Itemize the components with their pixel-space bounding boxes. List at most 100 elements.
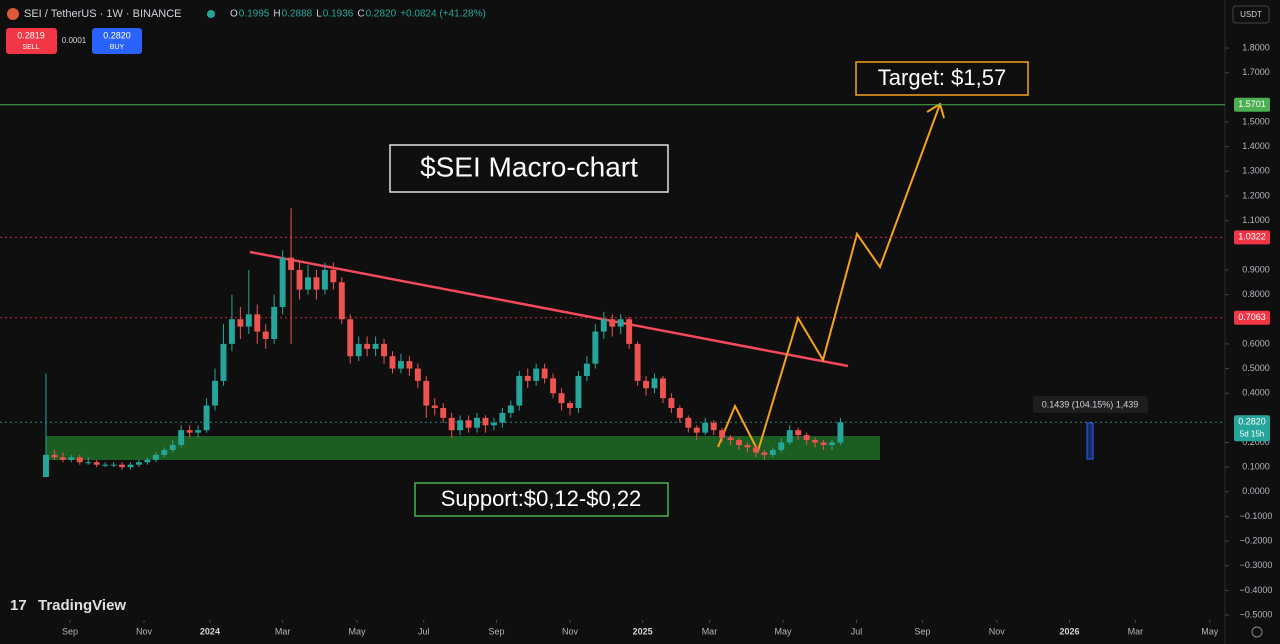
candle-body (237, 319, 244, 327)
candle-body (195, 430, 202, 433)
y-tick-label: −0.2000 (1240, 535, 1273, 545)
candle-body (541, 368, 548, 379)
candle-body (558, 393, 565, 404)
y-tick-label: −0.1000 (1240, 511, 1273, 521)
measure-box (1033, 396, 1148, 413)
x-tick-label: 2026 (1059, 626, 1079, 636)
candle-body (592, 331, 599, 364)
candle-body (600, 319, 607, 332)
x-tick-label: 2024 (200, 626, 220, 636)
ohlc-key: H (273, 9, 280, 20)
candle-body (186, 430, 193, 433)
y-tick-label: 0.6000 (1242, 338, 1270, 348)
buy-price: 0.2820 (103, 30, 131, 40)
ohlc-value: 0.1995 (239, 9, 270, 20)
x-tick-label: May (1201, 626, 1219, 636)
candle-body (583, 363, 590, 376)
settings-icon[interactable] (1251, 626, 1263, 638)
x-tick-label: Nov (562, 626, 579, 636)
candle-body (372, 343, 379, 349)
candle-body (710, 422, 717, 431)
candle-body (144, 459, 151, 463)
candle-body (228, 319, 235, 344)
x-tick-label: Mar (1128, 626, 1144, 636)
candle-body (778, 442, 785, 450)
currency: USDT (1240, 10, 1262, 19)
measure-range (1086, 422, 1094, 460)
sell-button[interactable] (6, 28, 57, 54)
buy-button[interactable] (92, 28, 142, 54)
candle-body (43, 454, 49, 478)
y-tick-label: 0.4000 (1242, 388, 1270, 398)
candle-body (220, 343, 227, 381)
y-tick-label: 0.2000 (1242, 437, 1270, 447)
x-tick-label: May (774, 626, 792, 636)
projection-arrow (926, 102, 945, 119)
candle-body (634, 343, 641, 381)
y-tick-label: 1.3000 (1242, 166, 1270, 176)
sell-price: 0.2819 (17, 30, 45, 40)
support-box (414, 482, 669, 517)
candle-body (744, 444, 751, 448)
candle-body (414, 368, 421, 381)
y-tick-label: 0.1000 (1242, 462, 1270, 472)
y-tick-label: −0.3000 (1240, 560, 1273, 570)
candle-body (482, 417, 489, 426)
support-zone (46, 436, 880, 460)
x-tick-label: Sep (62, 626, 78, 636)
y-tick-label: 1.5000 (1242, 116, 1270, 126)
x-tick-label: Sep (914, 626, 930, 636)
measure-label: 0.1439 (104.15%) 1,439 (1042, 399, 1139, 409)
symbol[interactable]: SEI / TetherUS · 1W · BINANCE (24, 8, 182, 20)
y-tick-label: 0.9000 (1242, 264, 1270, 274)
trend-line (249, 250, 849, 368)
y-tick-label: 0.0000 (1242, 486, 1270, 496)
currency-button[interactable] (1232, 5, 1270, 24)
candle-body (533, 368, 540, 381)
y-tick-label: 0.5000 (1242, 363, 1270, 373)
price-tag-label: 0.2820 (1238, 417, 1266, 427)
candle-body (440, 407, 447, 418)
candle-body (609, 319, 616, 327)
candle-body (736, 440, 742, 445)
x-tick-label: Mar (275, 626, 291, 636)
y-tick-label: 1.4000 (1242, 141, 1270, 151)
candle-body (355, 343, 362, 357)
candle-body (85, 462, 92, 464)
candle-body (313, 277, 320, 290)
price-tag-label: 0.7063 (1238, 312, 1266, 322)
title-box (389, 144, 669, 193)
candle-body (51, 454, 58, 458)
candle-body (169, 444, 176, 450)
price-tag-label: 1.5701 (1238, 99, 1266, 109)
projection-path (717, 103, 941, 454)
status-dot (207, 10, 215, 18)
candle-body (550, 378, 557, 394)
candle-body (347, 319, 354, 357)
candle-body (397, 361, 404, 369)
symbol-icon (7, 8, 19, 20)
candle-body (262, 331, 269, 339)
y-tick-label: 1.8000 (1242, 42, 1270, 52)
candle-body (321, 269, 328, 290)
candle-body (786, 430, 793, 443)
x-tick-label: Nov (136, 626, 153, 636)
candle-body (127, 464, 134, 468)
candle-body (617, 319, 624, 327)
y-tick-label: 1.7000 (1242, 67, 1270, 77)
candle-body (685, 417, 692, 428)
y-tick-label: 1.1000 (1242, 215, 1270, 225)
candle-body (626, 319, 633, 344)
candle-body (161, 449, 168, 455)
candle-body (279, 257, 286, 307)
candle-body (457, 420, 464, 431)
candle-body (837, 422, 844, 443)
x-tick-label: Sep (488, 626, 504, 636)
price-tag (1234, 310, 1270, 325)
candle-body (567, 403, 573, 408)
candle-body (693, 427, 700, 433)
price-tag (1234, 230, 1270, 245)
x-tick-label: Nov (989, 626, 1006, 636)
candle-body (752, 447, 759, 453)
